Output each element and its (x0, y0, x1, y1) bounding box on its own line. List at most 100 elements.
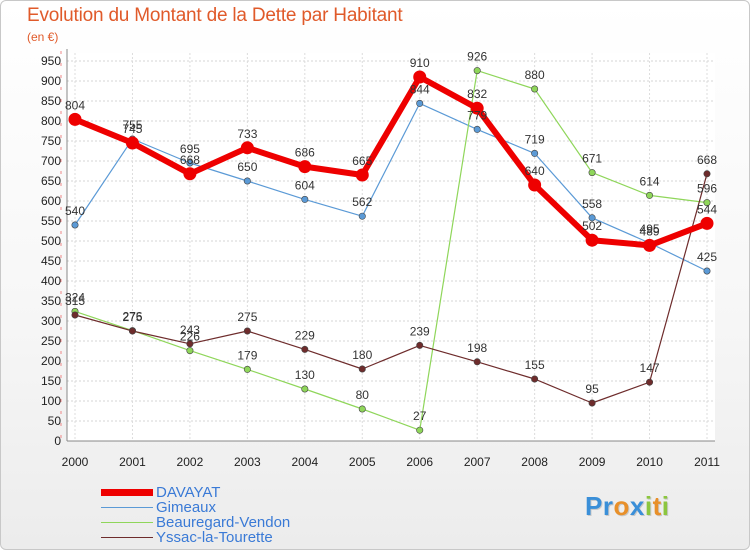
y-tick-label: 350 (41, 294, 61, 308)
data-point (240, 141, 254, 155)
legend-label: DAVAYAT (156, 484, 221, 501)
data-point (473, 125, 481, 133)
data-label: 686 (295, 146, 315, 160)
series-line-gimeaux (74, 102, 708, 272)
data-label: 926 (467, 50, 487, 64)
data-point (183, 167, 197, 181)
data-point (531, 375, 539, 383)
data-label: 832 (467, 87, 487, 101)
logo-letter: P (585, 491, 603, 521)
data-label: 910 (410, 56, 430, 70)
logo-letter: i (661, 491, 670, 521)
y-tick-label: 900 (41, 74, 61, 88)
data-point (413, 70, 427, 84)
data-point (703, 199, 711, 207)
data-label: 226 (180, 330, 200, 344)
data-label: 130 (295, 368, 315, 382)
data-point (473, 358, 481, 366)
data-label: 155 (525, 358, 545, 372)
legend-item: Yssac-la-Tourette (101, 530, 290, 545)
data-point (186, 159, 194, 167)
data-label: 495 (640, 222, 660, 236)
data-point (355, 168, 369, 182)
data-label: 198 (467, 341, 487, 355)
data-point (301, 195, 309, 203)
data-label: 604 (295, 178, 315, 192)
data-point (71, 311, 79, 319)
y-tick-label: 700 (41, 154, 61, 168)
x-tick-label: 2008 (521, 455, 548, 469)
legend-label: Yssac-la-Tourette (156, 529, 273, 546)
data-point (358, 365, 366, 373)
series-line-beauregard-vendon (74, 69, 708, 431)
data-point (646, 191, 654, 199)
legend-label: Gimeaux (156, 499, 217, 516)
y-tick-label: 650 (41, 174, 61, 188)
data-label: 671 (582, 152, 602, 166)
data-point (125, 136, 139, 150)
data-point (703, 267, 711, 275)
data-label: 502 (582, 219, 602, 233)
legend-item: Beauregard-Vendon (101, 515, 290, 530)
chart-unit-label: (en €) (27, 30, 59, 44)
x-tick-label: 2006 (406, 455, 433, 469)
y-tick-label: 450 (41, 254, 61, 268)
y-tick-label: 850 (41, 94, 61, 108)
y-tick-label: 750 (41, 134, 61, 148)
series-line-yssac-la-tourette (74, 173, 708, 404)
x-tick-label: 2011 (694, 455, 720, 469)
data-label: 665 (352, 154, 372, 168)
data-label: 243 (180, 323, 200, 337)
legend-item: Gimeaux (101, 500, 290, 515)
y-tick-label: 200 (41, 354, 61, 368)
data-point (301, 345, 309, 353)
data-label: 276 (122, 310, 142, 324)
data-label: 544 (697, 202, 717, 216)
logo-letter: t (652, 491, 662, 521)
data-label: 95 (585, 382, 599, 396)
data-point (470, 101, 484, 115)
data-label: 239 (410, 324, 430, 338)
data-point (473, 67, 481, 75)
x-tick-label: 2007 (464, 455, 491, 469)
data-label: 147 (640, 361, 660, 375)
legend-label: Beauregard-Vendon (156, 514, 291, 531)
data-point (243, 327, 251, 335)
data-point (186, 340, 194, 348)
chart-title: Evolution du Montant de la Dette par Hab… (27, 5, 403, 26)
plot-area (67, 53, 715, 441)
data-label: 733 (237, 127, 257, 141)
data-point (585, 233, 599, 247)
data-label: 779 (467, 108, 487, 122)
data-point (243, 365, 251, 373)
legend-swatch (101, 521, 153, 524)
data-label: 844 (410, 82, 430, 96)
data-label: 562 (352, 195, 372, 209)
data-label: 179 (237, 348, 257, 362)
y-tick-label: 50 (48, 414, 62, 428)
data-label: 489 (640, 224, 660, 238)
logo-letter: x (629, 491, 645, 521)
data-point (528, 178, 542, 192)
x-tick-label: 2001 (119, 455, 146, 469)
data-label: 650 (237, 160, 257, 174)
data-point (71, 221, 79, 229)
y-tick-label: 600 (41, 194, 61, 208)
data-label: 27 (413, 409, 427, 423)
y-tick-label: 100 (41, 394, 61, 408)
x-tick-label: 2000 (62, 455, 89, 469)
data-label: 275 (237, 310, 257, 324)
data-label: 745 (122, 122, 142, 136)
data-point (416, 426, 424, 434)
y-tick-label: 300 (41, 314, 61, 328)
legend-swatch (101, 536, 153, 539)
data-point (588, 399, 596, 407)
data-label: 540 (65, 204, 85, 218)
data-point (416, 341, 424, 349)
y-tick-label: 800 (41, 114, 61, 128)
legend-swatch (101, 489, 153, 496)
data-point (531, 149, 539, 157)
data-label: 229 (295, 328, 315, 342)
